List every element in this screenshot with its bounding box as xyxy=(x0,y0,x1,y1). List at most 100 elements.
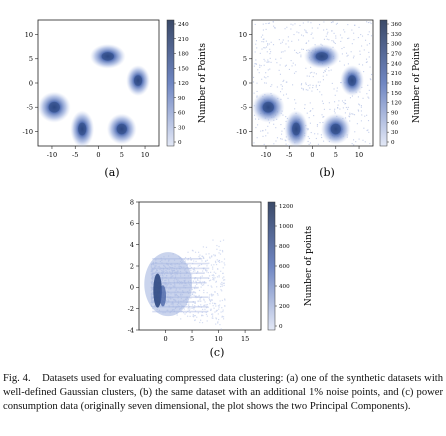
density-point xyxy=(217,313,219,315)
noise-point xyxy=(287,40,289,42)
density-point xyxy=(206,265,208,267)
density-point xyxy=(219,261,221,263)
density-point xyxy=(214,303,217,305)
density-point xyxy=(215,317,217,319)
density-point xyxy=(203,304,206,306)
noise-point xyxy=(362,97,364,99)
noise-point xyxy=(307,128,309,130)
panel-a-y-ticks: 10 5 0 -5 -10 xyxy=(23,31,38,136)
noise-point xyxy=(309,72,311,74)
noise-point xyxy=(313,72,315,74)
noise-point xyxy=(285,93,287,95)
density-point xyxy=(204,308,206,310)
density-point xyxy=(201,275,203,277)
density-point xyxy=(206,315,208,317)
noise-point xyxy=(361,45,363,47)
noise-point xyxy=(312,76,314,78)
colorbar-tick-label: 60 xyxy=(178,111,186,117)
density-point xyxy=(210,308,212,310)
noise-point xyxy=(362,139,364,141)
noise-point xyxy=(298,32,300,34)
density-point xyxy=(216,286,218,288)
noise-point xyxy=(263,143,265,145)
noise-point xyxy=(334,108,336,110)
noise-point xyxy=(292,62,294,64)
noise-point xyxy=(255,43,257,45)
noise-point xyxy=(311,71,313,73)
density-point xyxy=(196,283,198,286)
noise-point xyxy=(335,37,337,39)
noise-point xyxy=(358,104,361,106)
noise-point xyxy=(302,22,304,24)
density-point xyxy=(222,239,225,241)
density-point xyxy=(222,267,224,269)
noise-point xyxy=(370,79,372,81)
density-point xyxy=(187,259,189,261)
density-point xyxy=(203,291,205,294)
noise-point xyxy=(261,48,263,50)
density-point xyxy=(189,256,192,259)
noise-point xyxy=(308,143,310,145)
noise-point xyxy=(353,32,355,34)
colorbar-tick-label: 90 xyxy=(178,96,186,102)
noise-point xyxy=(366,114,368,116)
noise-point xyxy=(339,108,341,110)
noise-point xyxy=(325,35,327,37)
noise-point xyxy=(313,115,315,117)
density-point xyxy=(209,257,211,259)
noise-point xyxy=(330,21,332,24)
noise-point xyxy=(366,21,368,23)
cluster-core xyxy=(330,123,341,135)
noise-point xyxy=(304,29,306,31)
noise-point xyxy=(354,131,356,133)
x-tick-label: 0 xyxy=(96,151,100,159)
noise-point xyxy=(301,34,303,36)
noise-point xyxy=(347,106,349,108)
density-point xyxy=(193,280,195,282)
noise-point xyxy=(293,72,296,74)
noise-point xyxy=(299,24,301,27)
density-point xyxy=(215,305,217,307)
panel-c-colorbar-ticks: 1200 1000 800 600 400 200 0 xyxy=(275,204,294,330)
noise-point xyxy=(260,130,262,132)
noise-point xyxy=(369,66,371,68)
density-point xyxy=(219,323,221,326)
noise-point xyxy=(273,25,275,27)
noise-point xyxy=(364,141,366,143)
density-point xyxy=(194,270,196,272)
noise-point xyxy=(295,52,297,54)
colorbar-tick-label: 200 xyxy=(279,304,290,310)
density-point xyxy=(201,308,204,311)
density-point xyxy=(206,271,208,273)
density-point xyxy=(213,264,215,266)
cluster-core xyxy=(48,101,60,113)
cluster-core xyxy=(262,101,274,113)
density-point xyxy=(193,267,196,269)
density-point xyxy=(212,313,214,315)
density-point xyxy=(202,270,204,272)
noise-point xyxy=(256,82,258,84)
x-tick-label: 10 xyxy=(214,335,222,343)
noise-point xyxy=(352,139,355,141)
density-point xyxy=(187,301,189,303)
noise-point xyxy=(254,118,257,120)
density-point xyxy=(189,308,191,310)
density-point xyxy=(215,272,217,274)
noise-point xyxy=(279,91,282,93)
noise-point xyxy=(363,49,365,51)
density-point xyxy=(188,306,190,309)
noise-point xyxy=(311,27,313,29)
noise-point xyxy=(345,102,347,105)
density-point xyxy=(215,310,217,312)
noise-point xyxy=(267,44,269,46)
density-point xyxy=(194,285,196,287)
density-point xyxy=(199,321,201,324)
noise-point xyxy=(291,40,293,42)
noise-point xyxy=(351,143,353,145)
x-tick-label: -5 xyxy=(286,151,292,159)
noise-point xyxy=(286,26,288,28)
density-point xyxy=(196,278,199,280)
noise-point xyxy=(344,31,346,33)
